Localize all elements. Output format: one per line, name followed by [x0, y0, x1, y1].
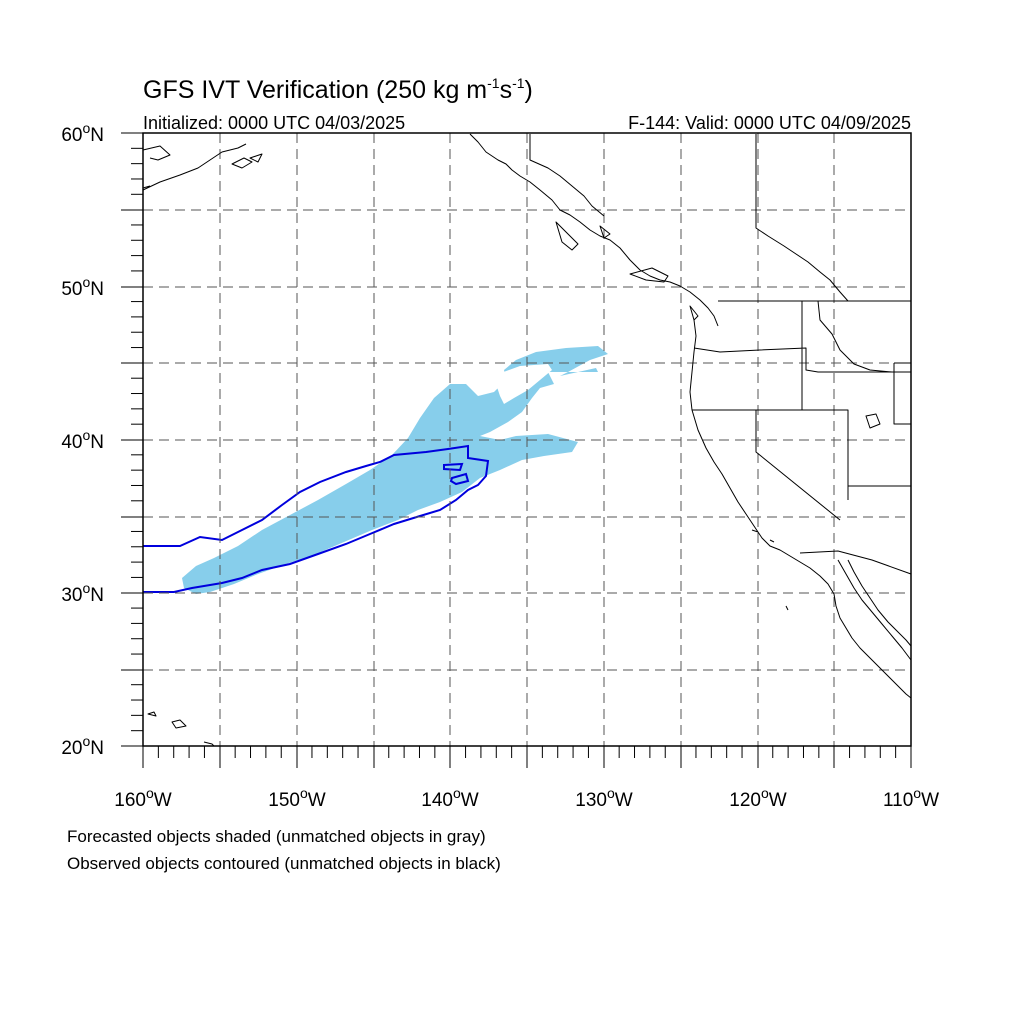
lon-label-130: 130oW [575, 785, 633, 811]
graticule [143, 133, 911, 746]
minor-tick-marks [131, 147, 897, 758]
observed-object-outline [143, 444, 490, 593]
bc-coast [469, 133, 719, 327]
lon-label-150: 150oW [268, 785, 326, 811]
caption-forecast: Forecasted objects shaded (unmatched obj… [67, 827, 486, 846]
map-title: GFS IVT Verification (250 kg m-1s-1) [143, 75, 533, 104]
lon-label-160: 160oW [114, 785, 172, 811]
mexico-coast [837, 559, 912, 661]
longitude-labels: 160oW 150oW 140oW 130oW 120oW 110oW [114, 785, 939, 811]
small-islands [147, 413, 881, 747]
lon-label-140: 140oW [421, 785, 479, 811]
baja-coast [833, 559, 912, 699]
alaska-coast [142, 143, 263, 191]
bc-alberta-border [755, 134, 849, 302]
lat-label-30: 30oN [61, 580, 104, 606]
observed-object-inner-loop [449, 472, 470, 486]
lat-label-60: 60oN [61, 120, 104, 146]
lat-label-20: 20oN [61, 733, 104, 759]
caption-observed: Observed objects contoured (unmatched ob… [67, 854, 501, 873]
lon-label-120: 120oW [729, 785, 787, 811]
coastlines [142, 133, 912, 747]
latitude-labels: 60oN 50oN 40oN 30oN 20oN [61, 120, 104, 759]
tick-marks [121, 132, 912, 768]
state-lines [692, 300, 911, 521]
valid-time: F-144: Valid: 0000 UTC 04/09/2025 [628, 113, 911, 133]
observed-object [143, 444, 490, 593]
lon-label-110: 110oW [883, 785, 939, 811]
forecast-object-shape [182, 346, 608, 594]
forecast-object [182, 346, 608, 594]
lat-label-40: 40oN [61, 427, 104, 453]
initialized-time: Initialized: 0000 UTC 04/03/2025 [143, 113, 405, 133]
west-us-coast [689, 319, 835, 595]
forecast-object-gap [496, 364, 552, 404]
us-mexico-border [799, 550, 912, 575]
alaska-border [529, 134, 605, 217]
lat-label-50: 50oN [61, 274, 104, 300]
observed-object-notch [443, 462, 464, 472]
